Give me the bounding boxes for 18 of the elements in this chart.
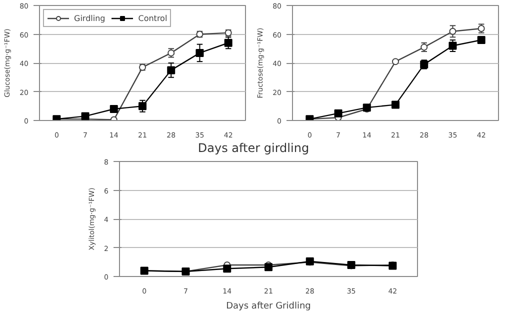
point bbox=[449, 28, 456, 35]
point bbox=[392, 100, 400, 109]
point bbox=[392, 58, 399, 66]
point bbox=[81, 112, 90, 120]
point bbox=[224, 38, 232, 47]
point bbox=[448, 42, 457, 50]
point bbox=[110, 105, 118, 113]
legend-label: Girdling bbox=[74, 13, 106, 23]
point bbox=[223, 264, 232, 273]
legend-label: Control bbox=[138, 13, 168, 23]
point bbox=[477, 36, 486, 44]
point bbox=[264, 263, 272, 272]
point bbox=[167, 66, 176, 74]
x-axis-title: Days after girdling bbox=[198, 140, 310, 156]
x-axis-title: Days after Gridling bbox=[226, 302, 311, 312]
point bbox=[196, 48, 204, 57]
point bbox=[334, 109, 342, 118]
point bbox=[138, 102, 146, 110]
